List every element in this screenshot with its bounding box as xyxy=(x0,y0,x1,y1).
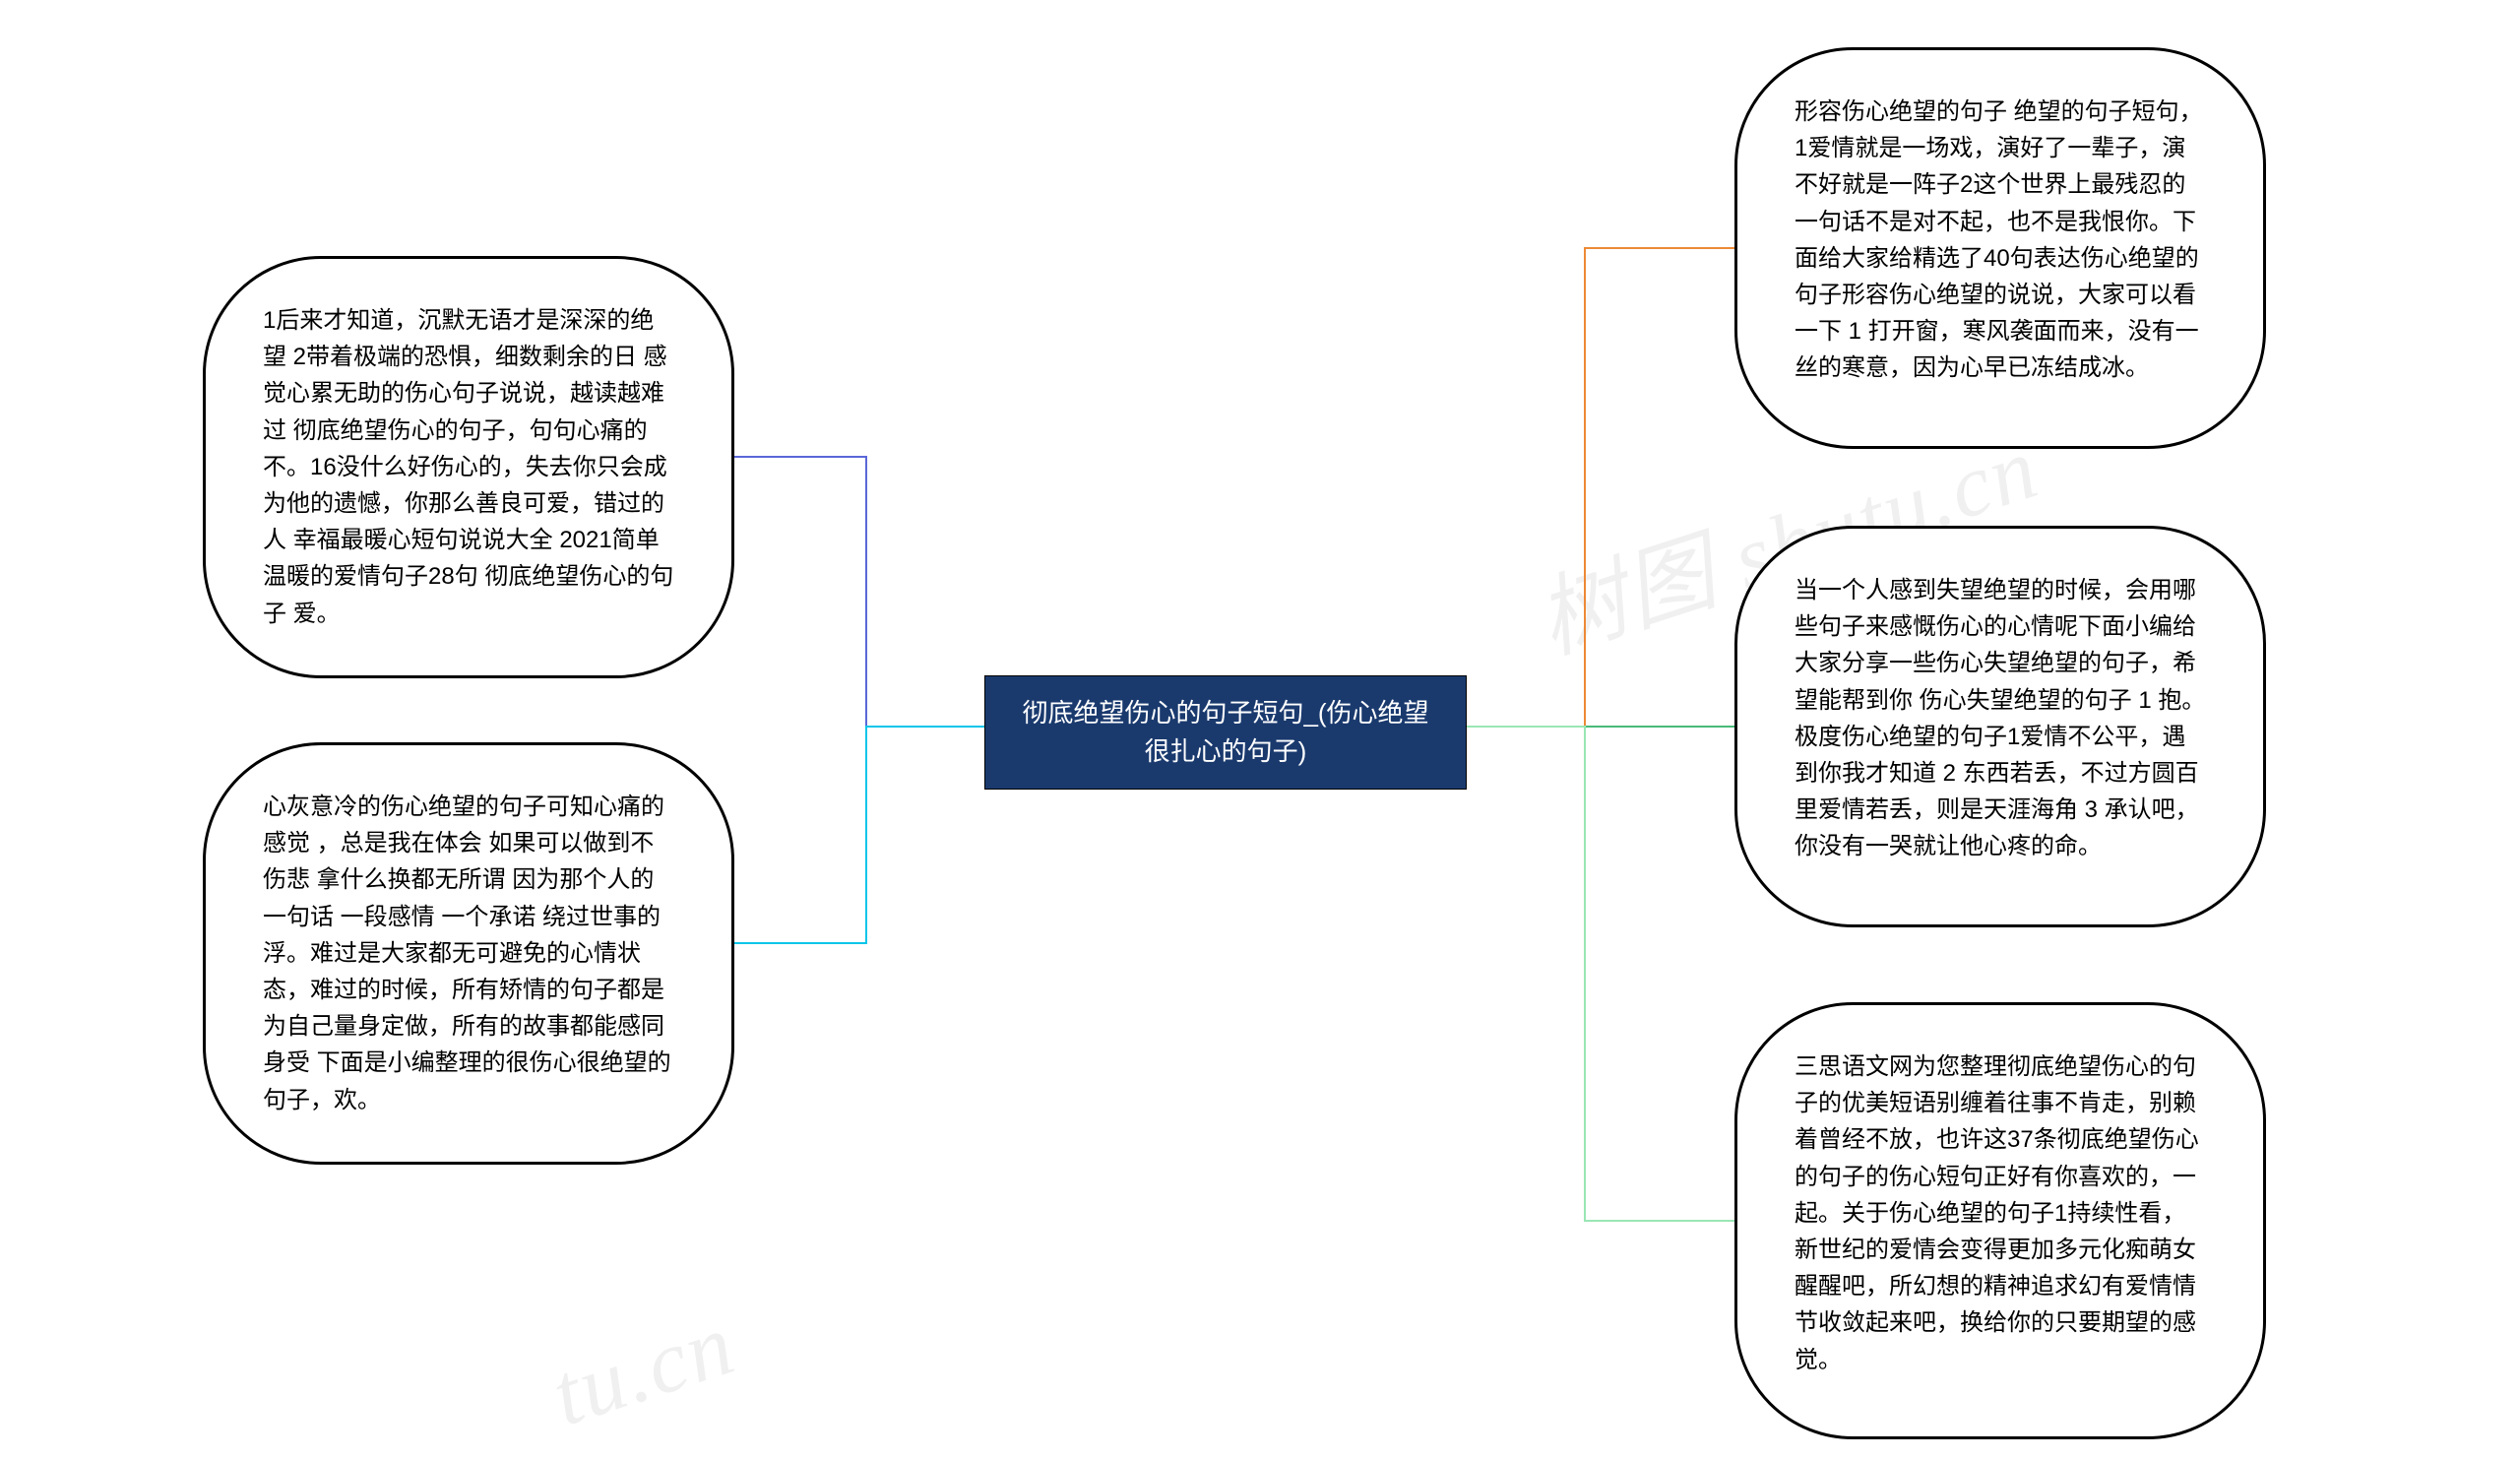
leaf-node-right-2: 当一个人感到失望绝望的时候，会用哪些句子来感慨伤心的心情呢下面小编给大家分享一些… xyxy=(1734,526,2266,927)
watermark: tu.cn xyxy=(540,1294,747,1447)
leaf-node-left-1: 1后来才知道，沉默无语才是深深的绝望 2带着极端的恐惧，细数剩余的日 感觉心累无… xyxy=(203,256,734,678)
leaf-node-left-2: 心灰意冷的伤心绝望的句子可知心痛的感觉 ，总是我在体会 如果可以做到不伤悲 拿什… xyxy=(203,742,734,1165)
leaf-node-right-1: 形容伤心绝望的句子 绝望的句子短句，1爱情就是一场戏，演好了一辈子，演不好就是一… xyxy=(1734,47,2266,449)
leaf-node-right-3: 三思语文网为您整理彻底绝望伤心的句子的优美短语别缠着往事不肯走，别赖着曾经不放，… xyxy=(1734,1002,2266,1439)
center-node: 彻底绝望伤心的句子短句_(伤心绝望很扎心的句子) xyxy=(984,675,1467,790)
